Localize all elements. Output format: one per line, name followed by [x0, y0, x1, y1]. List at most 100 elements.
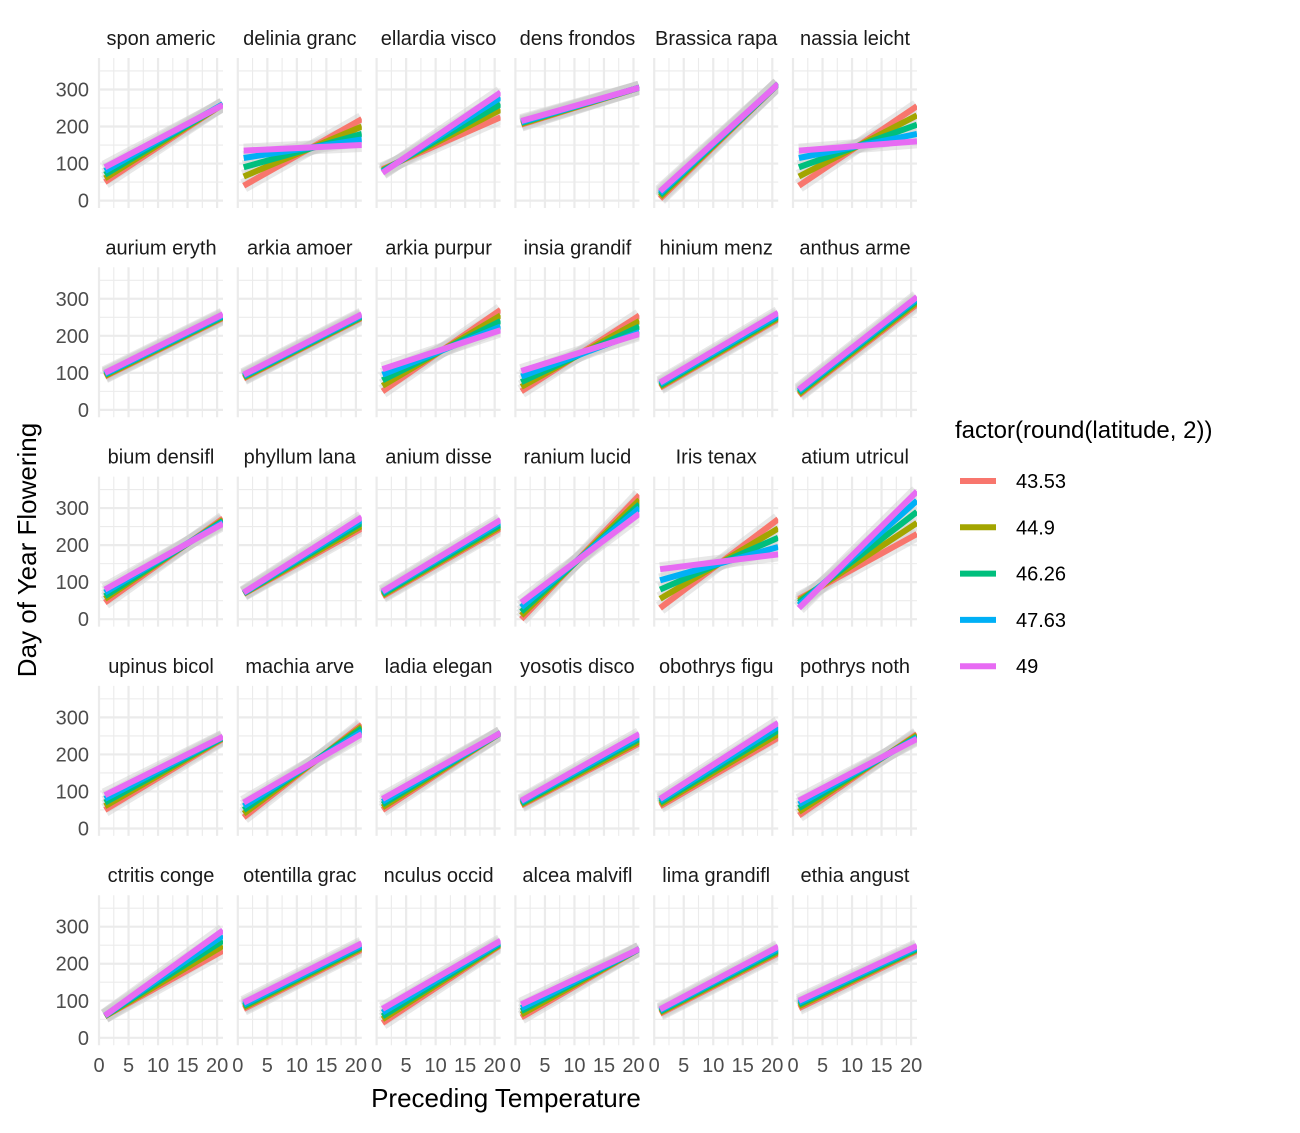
- y-tick-label: 0: [78, 191, 89, 213]
- x-tick-label: 20: [761, 1055, 783, 1077]
- facet-panel: obothrys figu: [653, 656, 779, 836]
- x-tick-label: 20: [345, 1055, 367, 1077]
- x-tick-label: 5: [401, 1055, 412, 1077]
- facet-title: insia grandif: [523, 237, 631, 259]
- x-tick-label: 15: [315, 1055, 337, 1077]
- x-tick-label: 5: [678, 1055, 689, 1077]
- x-tick-label: 20: [900, 1055, 922, 1077]
- facet-title: alcea malvifl: [522, 865, 632, 887]
- legend-entry: 46.26: [960, 564, 1066, 586]
- y-tick-label: 0: [78, 400, 89, 422]
- facet-panel: ranium lucid: [514, 447, 640, 627]
- facet-panel: pothrys noth: [791, 656, 917, 836]
- facet-title: delinia granc: [243, 28, 356, 50]
- x-tick-label: 15: [176, 1055, 198, 1077]
- x-tick-label: 0: [232, 1055, 243, 1077]
- facet-title: pothrys noth: [800, 656, 910, 678]
- facet-panel: atium utricul: [791, 447, 917, 627]
- legend-label: 46.26: [1016, 564, 1066, 586]
- panels-layer: spon americ delinia granc ellardia visco de…: [97, 28, 917, 1046]
- y-tick-label: 100: [56, 781, 89, 803]
- y-tick-label: 300: [56, 289, 89, 311]
- x-axis-title: Preceding Temperature: [371, 1083, 641, 1113]
- y-tick-label: 0: [78, 818, 89, 840]
- facet-panel: alcea malvifl: [514, 865, 640, 1046]
- facet-title: ellardia visco: [381, 28, 497, 50]
- facet-title: upinus bicol: [108, 656, 214, 678]
- series-line-49: [798, 138, 917, 154]
- facet-title: yosotis disco: [520, 656, 635, 678]
- x-tick-label: 5: [123, 1055, 134, 1077]
- series-line-49: [242, 311, 362, 378]
- series-line-49: [103, 521, 223, 593]
- facet-title: obothrys figu: [659, 656, 774, 678]
- y-tick-label: 200: [56, 744, 89, 766]
- facet-panel: ethia angust: [791, 865, 917, 1046]
- facet-title: arkia amoer: [247, 237, 353, 259]
- facet-panel: bium densifl: [97, 447, 223, 627]
- y-tick-label: 200: [56, 954, 89, 976]
- facet-panel: delinia granc: [236, 28, 362, 208]
- y-tick-label: 0: [78, 1028, 89, 1050]
- facet-panel: yosotis disco: [514, 656, 640, 836]
- x-tick-label: 20: [206, 1055, 228, 1077]
- y-tick-label: 100: [56, 363, 89, 385]
- series-line-49: [519, 731, 640, 804]
- facet-panel: lima grandifl: [653, 865, 779, 1046]
- facet-title: ranium lucid: [523, 447, 631, 469]
- series-line-49: [797, 294, 917, 392]
- legend-entry: 47.63: [960, 610, 1066, 632]
- series-line-49: [659, 551, 779, 573]
- facet-panel: arkia amoer: [236, 237, 362, 418]
- series-line-49: [380, 517, 501, 594]
- facet-panel: spon americ: [97, 28, 223, 208]
- series-line-49: [658, 310, 779, 386]
- series-line-49: [103, 927, 223, 1019]
- y-tick-label: 300: [56, 498, 89, 520]
- series-line-49: [658, 944, 779, 1012]
- facet-title: phyllum lana: [244, 447, 357, 469]
- legend-label: 49: [1016, 656, 1038, 678]
- facet-title: aurium eryth: [105, 237, 216, 259]
- series-line-49: [520, 946, 640, 1008]
- series-line-49: [381, 327, 501, 373]
- facet-title: hinium menz: [660, 237, 773, 259]
- legend-label: 44.9: [1016, 517, 1055, 539]
- facet-panel: anium disse: [375, 447, 501, 627]
- facet-panel: upinus bicol: [97, 656, 223, 836]
- facet-panel: insia grandif: [514, 237, 640, 418]
- legend-label: 43.53: [1016, 471, 1066, 493]
- facet-panel: dens frondos: [514, 28, 640, 208]
- legend-entry: 44.9: [960, 517, 1055, 539]
- x-tick-label: 0: [649, 1055, 660, 1077]
- y-tick-label: 100: [56, 154, 89, 176]
- facet-title: anthus arme: [799, 237, 910, 259]
- series-line-49: [520, 331, 640, 374]
- legend-title: factor(round(latitude, 2)): [955, 417, 1212, 444]
- series-line-49: [658, 81, 779, 194]
- facet-title: ladia elegan: [385, 656, 493, 678]
- y-tick-label: 300: [56, 707, 89, 729]
- x-tick-label: 15: [454, 1055, 476, 1077]
- legend-label: 47.63: [1016, 610, 1066, 632]
- x-tick-label: 10: [147, 1055, 169, 1077]
- x-tick-label: 10: [841, 1055, 863, 1077]
- facet-panel: nculus occid: [375, 865, 501, 1046]
- facet-title: atium utricul: [801, 447, 909, 469]
- facet-panel: ladia elegan: [375, 656, 501, 836]
- facet-title: bium densifl: [108, 447, 215, 469]
- facet-panel: otentilla grac: [236, 865, 362, 1046]
- facet-panel: anthus arme: [791, 237, 917, 418]
- facet-panel: Brassica rapa: [653, 28, 779, 208]
- y-axis-title: Day of Year Flowering: [12, 423, 42, 677]
- facet-title: Brassica rapa: [655, 28, 778, 50]
- y-tick-label: 100: [56, 991, 89, 1013]
- facet-title: dens frondos: [520, 28, 636, 50]
- series-line-49: [797, 736, 917, 804]
- facet-panel: aurium eryth: [97, 237, 223, 418]
- series-line-49: [242, 514, 362, 596]
- series-line-49: [519, 511, 640, 605]
- x-tick-label: 15: [593, 1055, 615, 1077]
- facet-panel: phyllum lana: [236, 447, 362, 627]
